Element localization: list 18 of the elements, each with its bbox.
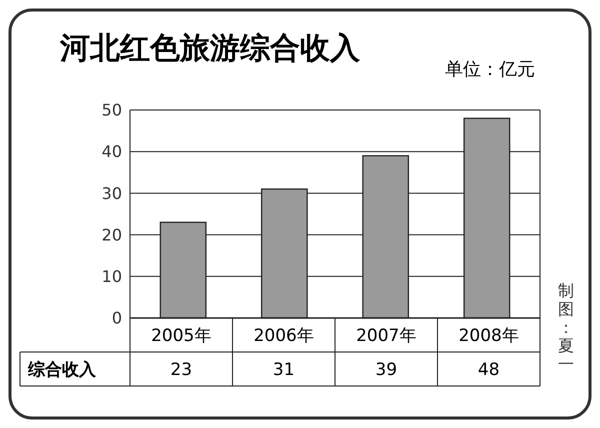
text: 制图：夏一	[558, 281, 574, 374]
legend-label: 综合收入	[27, 360, 97, 380]
y-tick-label: 10	[102, 267, 122, 286]
y-tick-label: 20	[102, 225, 122, 244]
x-tick-label: 2006年	[254, 326, 314, 346]
x-tick-label: 2008年	[458, 326, 519, 346]
y-tick-label: 50	[102, 100, 122, 120]
x-tick-label: 2005年	[151, 326, 212, 346]
x-tick-label: 2007年	[356, 326, 416, 346]
y-tick-label: 30	[102, 184, 122, 203]
data-label: 48	[478, 360, 500, 380]
data-label: 31	[272, 360, 295, 380]
data-label: 23	[170, 360, 192, 380]
chart-title: 河北红色旅游综合收入	[59, 31, 361, 66]
data-label: 39	[375, 360, 398, 380]
chart-subtitle: 单位：亿元	[445, 59, 535, 80]
y-tick-label: 40	[102, 142, 122, 162]
y-tick-label: 0	[112, 308, 122, 328]
